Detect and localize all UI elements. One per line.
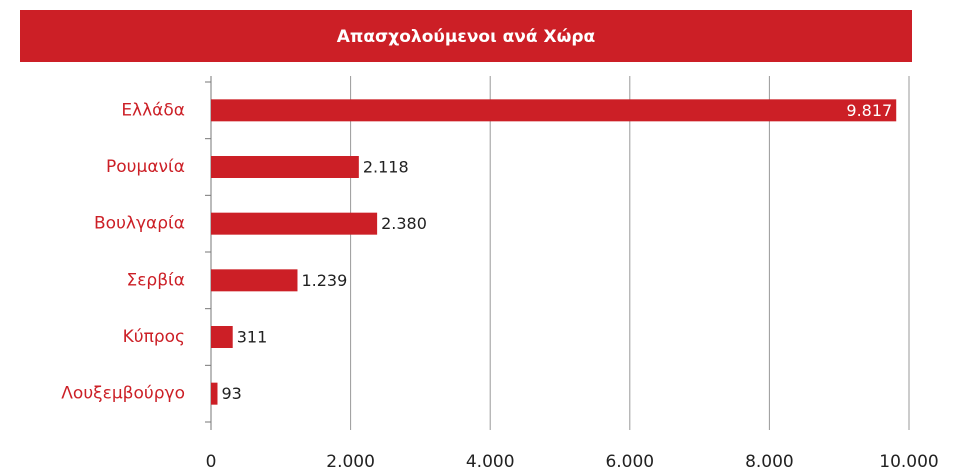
data-label: 2.118: [363, 158, 409, 177]
y-tick-label: Κύπρος: [123, 327, 185, 347]
bar: [211, 212, 378, 235]
x-tick-label: 8.000: [745, 452, 794, 472]
bar: [211, 156, 359, 178]
y-tick-label: Βουλγαρία: [94, 214, 185, 234]
bar: [211, 99, 897, 122]
bar: [211, 382, 218, 405]
x-tick-label: 4.000: [466, 452, 515, 472]
x-tick-label: 0: [206, 452, 217, 472]
data-label: 1.239: [301, 271, 347, 290]
y-tick-label: Σερβία: [126, 270, 185, 290]
bar: [211, 269, 298, 292]
x-tick-label: 2.000: [326, 452, 375, 472]
x-tick-label: 6.000: [605, 452, 654, 472]
data-label: 9.817: [846, 101, 892, 120]
data-label: 311: [237, 328, 268, 347]
data-label: 2.380: [381, 214, 427, 233]
chart-title: Απασχολούμενοι ανά Χώρα: [337, 27, 595, 47]
y-tick-label: Ρουμανία: [106, 157, 185, 177]
bar: [211, 326, 233, 348]
y-tick-label: Λουξεμβούργο: [61, 384, 185, 404]
x-tick-label: 10.000: [879, 452, 938, 472]
y-tick-label: Ελλάδα: [121, 100, 185, 120]
title-banner: [20, 10, 912, 62]
data-label: 93: [221, 384, 241, 403]
